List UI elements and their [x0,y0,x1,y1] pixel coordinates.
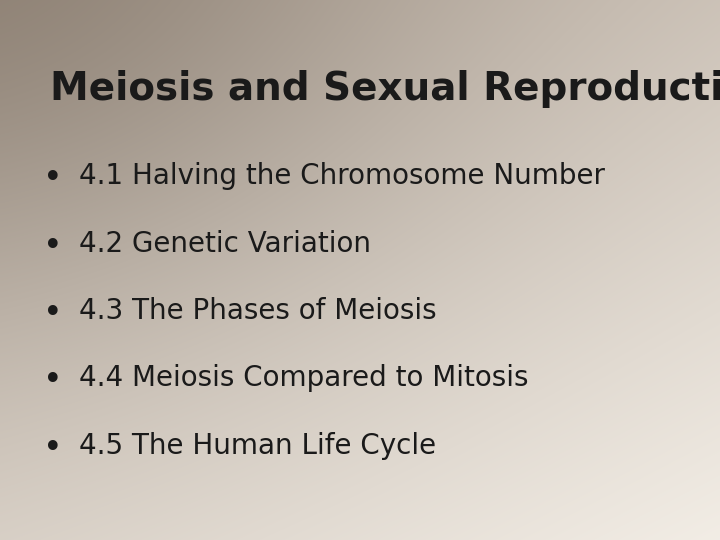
Text: •: • [43,432,63,465]
Text: 4.4 Meiosis Compared to Mitosis: 4.4 Meiosis Compared to Mitosis [79,364,528,393]
Text: •: • [43,230,63,262]
Text: 4.2 Genetic Variation: 4.2 Genetic Variation [79,230,372,258]
Text: •: • [43,162,63,195]
Text: 4.1 Halving the Chromosome Number: 4.1 Halving the Chromosome Number [79,162,606,190]
Text: Meiosis and Sexual Reproduction: Meiosis and Sexual Reproduction [50,70,720,108]
Text: 4.3 The Phases of Meiosis: 4.3 The Phases of Meiosis [79,297,437,325]
Text: •: • [43,297,63,330]
Text: 4.5 The Human Life Cycle: 4.5 The Human Life Cycle [79,432,436,460]
Text: •: • [43,364,63,397]
